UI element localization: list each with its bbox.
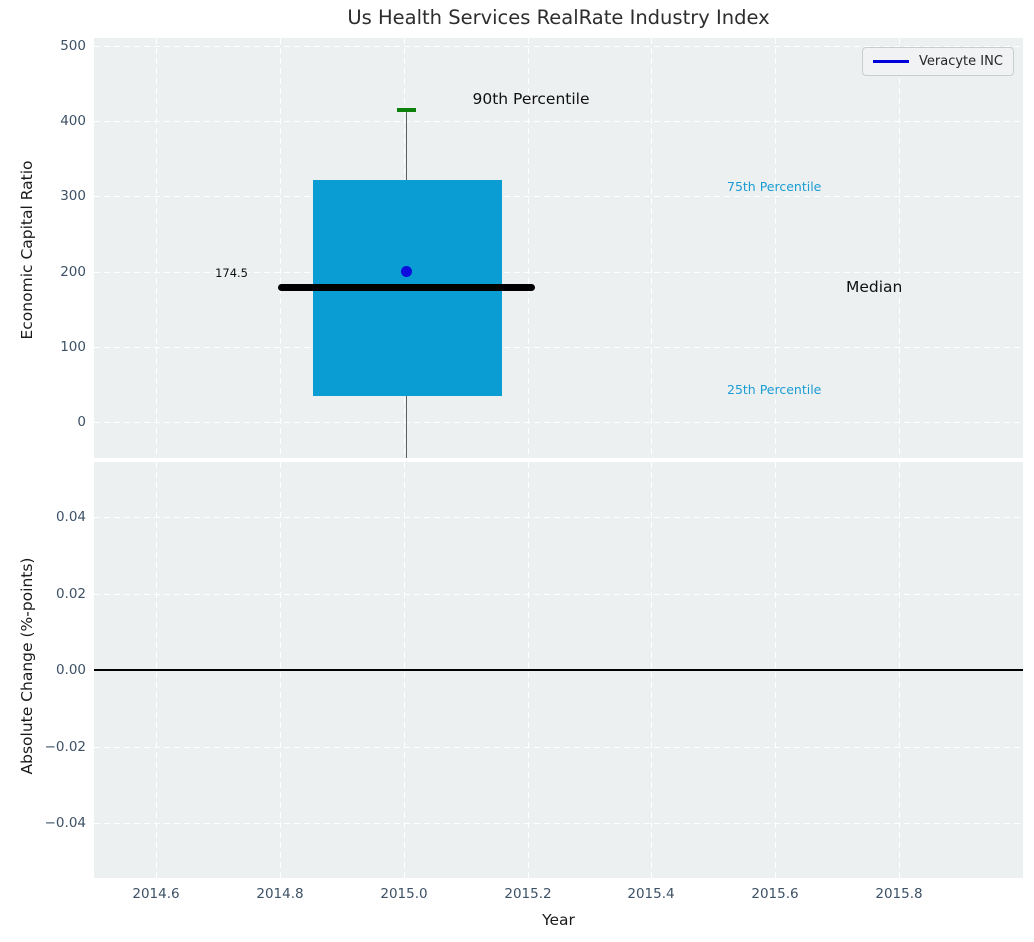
xtick-label: 2015.0 [380,886,428,902]
ytick-label: 0.00 [55,662,86,678]
veracyte-data-point [401,266,412,277]
whisker-cap-90th-percentile [397,108,416,112]
ytick-label: −0.02 [44,739,86,755]
xtick-label: 2014.8 [256,886,304,902]
gridline-horizontal [94,196,1023,198]
zero-reference-line [94,669,1023,671]
chart-title: Us Health Services RealRate Industry Ind… [347,6,770,29]
ytick-label: 300 [60,188,86,204]
ytick-label: −0.04 [44,815,86,831]
median-value-label: 174.5 [215,266,248,280]
ytick-label: 400 [60,113,86,129]
bottom-plot-area [94,462,1023,878]
top-y-axis-label: Economic Capital Ratio [18,160,36,340]
x-axis-label: Year [542,911,575,929]
annotation-25th-percentile: 25th Percentile [727,382,822,397]
gridline-horizontal [94,747,1023,749]
gridline-horizontal [94,46,1023,48]
gridline-vertical [528,38,530,458]
annotation-90th-percentile: 90th Percentile [472,90,590,108]
annotation-75th-percentile: 75th Percentile [727,179,822,194]
xtick-label: 2015.6 [751,886,799,902]
gridline-horizontal [94,594,1023,596]
xtick-label: 2015.2 [504,886,552,902]
legend-line-sample [873,60,909,63]
gridline-vertical [280,38,282,458]
xtick-label: 2015.4 [627,886,675,902]
gridline-vertical [156,38,158,458]
ytick-label: 0.04 [55,509,86,525]
gridline-horizontal [94,517,1023,519]
gridline-horizontal [94,272,1023,274]
ytick-label: 0 [77,414,86,430]
ytick-label: 0.02 [55,586,86,602]
top-plot-area: 90th Percentile 75th Percentile Median 2… [94,38,1023,458]
xtick-label: 2014.6 [132,886,180,902]
gridline-horizontal [94,121,1023,123]
bottom-y-axis-label: Absolute Change (%-points) [18,557,36,775]
ytick-label: 500 [60,38,86,54]
xtick-label: 2015.8 [875,886,923,902]
gridline-vertical [775,38,777,458]
gridline-horizontal [94,347,1023,349]
median-line [278,284,535,291]
legend-label: Veracyte INC [919,54,1003,69]
gridline-horizontal [94,823,1023,825]
gridline-vertical [651,38,653,458]
ytick-label: 200 [60,264,86,280]
gridline-horizontal [94,422,1023,424]
annotation-median: Median [846,278,903,296]
legend: Veracyte INC [862,47,1014,76]
gridline-vertical [899,38,901,458]
ytick-label: 100 [60,339,86,355]
